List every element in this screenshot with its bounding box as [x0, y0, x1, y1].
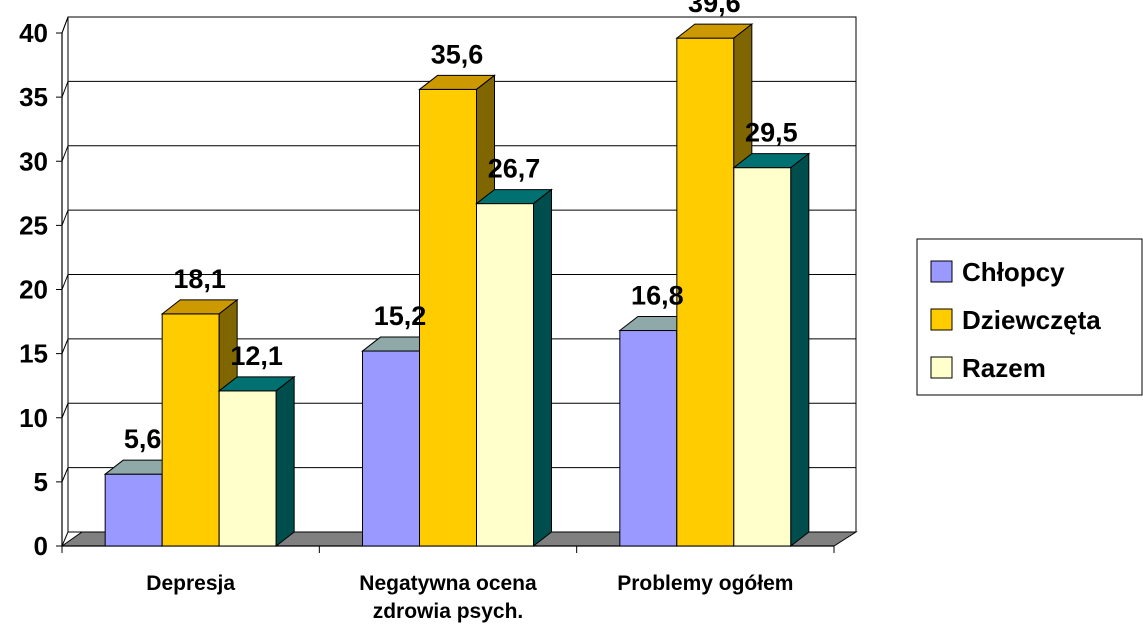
bar [161, 313, 220, 547]
legend-box [916, 238, 1143, 396]
y-tick-label: 30 [19, 146, 48, 176]
legend-label: Razem [962, 353, 1046, 383]
y-tick-label: 10 [19, 403, 48, 433]
legend-swatch [930, 308, 953, 331]
bar [619, 330, 678, 547]
bar [733, 167, 792, 547]
gridline-side [61, 467, 69, 483]
data-label: 29,5 [745, 118, 798, 148]
bar [218, 390, 277, 547]
legend-label: Chłopcy [962, 257, 1065, 287]
gridline-side [61, 338, 69, 354]
data-label: 26,7 [488, 154, 541, 184]
gridline-side [61, 145, 69, 162]
bar [104, 473, 163, 547]
category-label: Problemy ogółem [617, 572, 793, 595]
y-tick-label: 15 [19, 339, 48, 369]
y-tick-label: 25 [19, 210, 48, 240]
gridline-side [61, 403, 69, 418]
legend-label: Dziewczęta [962, 305, 1101, 335]
data-label: 18,1 [173, 264, 226, 294]
legend: Chłopcy Dziewczęta Razem [916, 238, 1143, 396]
bar [476, 203, 534, 547]
y-tick-label: 5 [34, 467, 48, 497]
category-label: Negatywna ocena [359, 572, 537, 595]
data-label: 15,2 [374, 301, 427, 331]
legend-swatch [930, 356, 953, 379]
data-label: 16,8 [631, 281, 684, 311]
data-labels: 5,6 18,1 12,1 15,2 35,6 26,7 16,8 39,6 29,5 [124, 0, 798, 454]
bar-side [790, 152, 810, 548]
data-label: 39,6 [688, 0, 741, 18]
bar [419, 88, 477, 547]
bar [362, 350, 420, 547]
y-tick-label: 40 [19, 18, 48, 48]
bars [103, 23, 811, 548]
category-label: zdrowia psych. [373, 600, 524, 623]
gridline-side [61, 16, 69, 34]
gridline-side [61, 274, 69, 290]
gridline-side [61, 209, 69, 226]
data-label: 35,6 [431, 39, 484, 69]
gridline-side [61, 81, 69, 98]
data-label: 12,1 [230, 341, 283, 371]
bar-side [533, 188, 552, 548]
bar [676, 37, 735, 547]
y-tick-label: 20 [19, 275, 48, 305]
bar-side [275, 375, 295, 548]
category-label: Depresja [146, 572, 235, 595]
y-tick-label: 35 [19, 82, 48, 112]
data-label: 5,6 [124, 424, 162, 454]
y-tick-label: 0 [34, 531, 48, 561]
legend-swatch [930, 260, 953, 283]
